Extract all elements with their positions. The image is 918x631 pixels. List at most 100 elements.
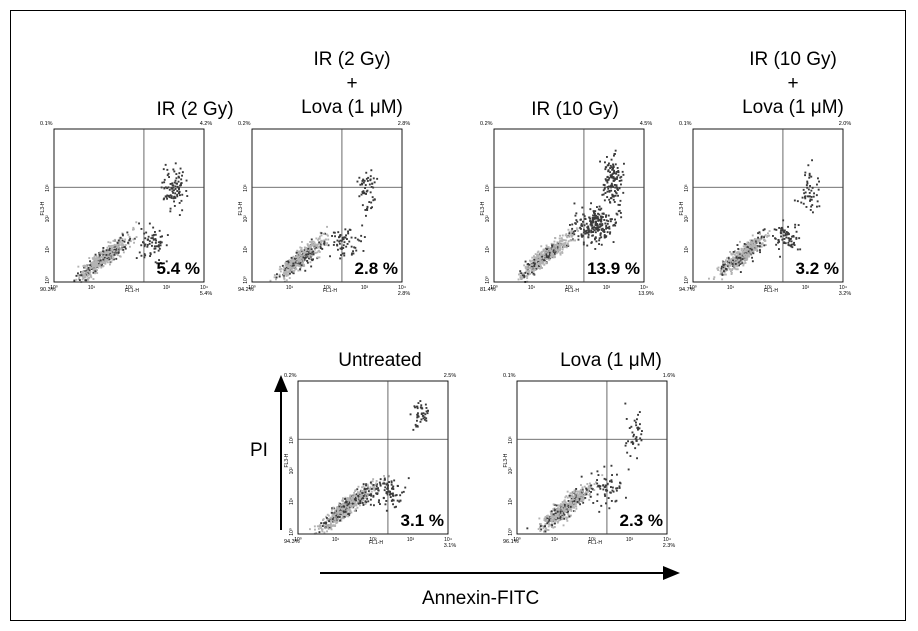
- data-point: [539, 260, 542, 263]
- data-point: [180, 178, 183, 181]
- data-point: [547, 515, 550, 518]
- data-point: [361, 490, 363, 493]
- data-point: [133, 241, 135, 244]
- data-point: [552, 513, 555, 516]
- data-point: [539, 254, 542, 257]
- data-point: [725, 259, 727, 262]
- data-point: [299, 268, 301, 271]
- data-point: [414, 423, 417, 426]
- data-point: [570, 514, 572, 517]
- data-point: [362, 181, 365, 184]
- data-point: [331, 508, 333, 511]
- data-point: [359, 183, 362, 186]
- data-point: [559, 243, 562, 246]
- data-point: [619, 176, 622, 179]
- data-point: [82, 273, 85, 276]
- data-point: [613, 201, 616, 203]
- data-point: [598, 205, 601, 208]
- plot-title-ir2-lova: IR (2 Gy) + Lova (1 μM): [272, 48, 432, 120]
- data-point: [596, 216, 599, 218]
- data-point: [608, 227, 611, 230]
- data-point: [299, 258, 302, 261]
- data-point: [82, 265, 85, 267]
- data-point: [570, 495, 573, 498]
- data-point: [617, 170, 620, 172]
- data-point: [605, 225, 608, 228]
- data-point: [115, 246, 118, 249]
- data-point: [616, 188, 619, 191]
- data-point: [787, 232, 790, 235]
- data-point: [311, 244, 313, 247]
- y-axis-title: FL3-H: [679, 201, 685, 215]
- data-point: [724, 269, 727, 272]
- data-point: [313, 246, 316, 249]
- y-axis-title: FL3-H: [480, 201, 486, 215]
- data-point: [179, 184, 181, 187]
- data-point: [722, 266, 725, 269]
- data-point: [526, 275, 529, 277]
- data-point: [112, 257, 115, 260]
- data-point: [177, 180, 180, 183]
- data-point: [549, 510, 552, 513]
- data-point: [579, 226, 582, 229]
- data-point: [311, 242, 313, 245]
- data-point: [372, 484, 375, 486]
- data-point: [363, 492, 366, 494]
- y-axis-title: FL3-H: [503, 453, 509, 467]
- data-point: [589, 217, 591, 220]
- data-point: [89, 265, 92, 268]
- data-point: [625, 442, 628, 445]
- data-point: [583, 224, 586, 227]
- data-point: [622, 173, 625, 176]
- data-point: [753, 239, 755, 242]
- data-point: [347, 513, 349, 515]
- data-point: [635, 421, 637, 424]
- data-point: [739, 271, 742, 273]
- data-point: [779, 231, 782, 234]
- data-point: [288, 277, 291, 279]
- data-point: [564, 503, 567, 505]
- data-point: [541, 250, 544, 253]
- data-point: [790, 245, 793, 248]
- x-tick-label: 10³: [407, 537, 415, 543]
- data-point: [746, 251, 749, 253]
- x-tick-label: 10³: [626, 537, 634, 543]
- data-point: [596, 493, 599, 496]
- data-point: [322, 523, 325, 526]
- data-point: [787, 225, 789, 228]
- data-point: [526, 263, 529, 266]
- data-point: [581, 235, 584, 238]
- data-point: [732, 256, 735, 259]
- data-point: [86, 278, 89, 280]
- data-points: [309, 400, 429, 535]
- data-point: [552, 249, 555, 251]
- data-point: [124, 238, 127, 241]
- data-point: [531, 263, 533, 266]
- data-point: [530, 267, 533, 269]
- quadrant-upper-left: 0.2%: [284, 373, 297, 379]
- data-point: [185, 190, 188, 192]
- data-point: [574, 239, 576, 242]
- data-point: [581, 499, 584, 502]
- data-point: [581, 493, 583, 496]
- data-point: [101, 264, 103, 266]
- data-point: [597, 208, 600, 211]
- data-point: [810, 198, 813, 201]
- data-point: [751, 244, 754, 246]
- data-point: [613, 172, 616, 175]
- data-point: [594, 224, 597, 226]
- data-point: [323, 522, 326, 525]
- data-point: [636, 418, 638, 421]
- data-point: [808, 176, 811, 179]
- data-point: [596, 482, 599, 485]
- data-point: [297, 258, 300, 261]
- data-point: [568, 230, 571, 233]
- data-point: [293, 269, 296, 272]
- data-point: [396, 499, 399, 502]
- data-point: [89, 273, 92, 276]
- data-point: [178, 186, 180, 189]
- data-point: [614, 153, 616, 155]
- x-axis-title: FL1-H: [565, 288, 579, 294]
- data-point: [278, 268, 281, 271]
- data-point: [740, 262, 743, 265]
